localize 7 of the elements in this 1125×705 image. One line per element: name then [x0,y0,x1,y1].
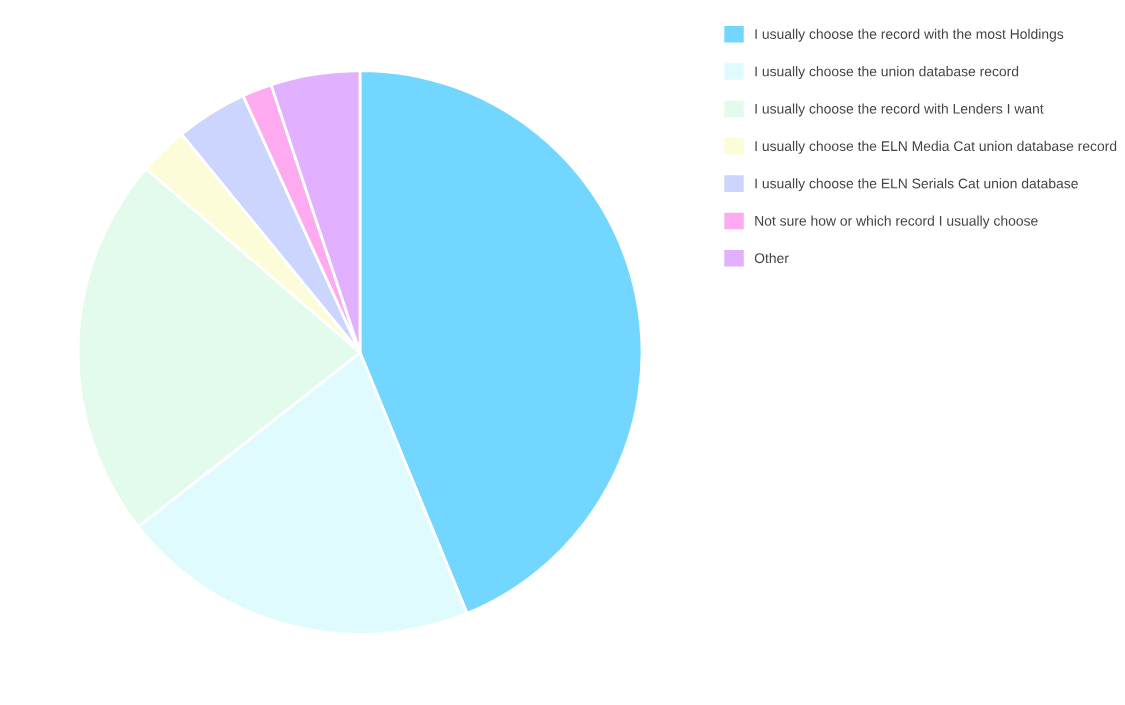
legend-label: I usually choose the record with Lenders I want [755,103,1044,117]
legend-label: Not sure how or which record I usually choose [755,215,1038,229]
legend-label: I usually choose the union database record [755,66,1019,80]
legend-label: I usually choose the ELN Serials Cat union database [755,178,1078,192]
legend-label: I usually choose the ELN Media Cat union database record [755,140,1117,154]
legend-label: I usually choose the record with the most Holdings [755,28,1064,42]
legend-label: Other [754,252,789,264]
